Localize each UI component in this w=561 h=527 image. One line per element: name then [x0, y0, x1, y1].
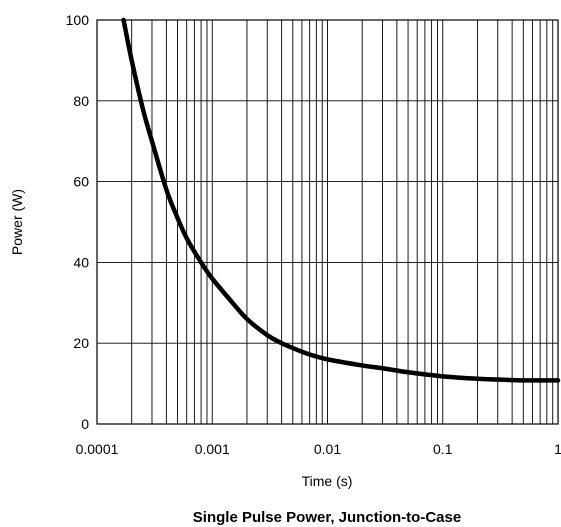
grid — [97, 20, 558, 424]
chart-title: Single Pulse Power, Junction-to-Case — [193, 509, 461, 526]
y-axis-label: Power (W) — [9, 189, 25, 255]
y-tick-label: 20 — [73, 335, 89, 351]
y-tick-label: 100 — [66, 12, 90, 28]
power-curve-line — [121, 17, 561, 383]
x-tick-label: 0.01 — [314, 441, 341, 457]
x-tick-label: 1 — [554, 441, 561, 457]
y-tick-labels: 0 20 40 60 80 100 — [66, 12, 90, 432]
x-tick-label: 0.001 — [195, 441, 230, 457]
y-tick-label: 40 — [73, 254, 89, 270]
x-tick-label: 0.1 — [433, 441, 453, 457]
x-tick-labels: 0.0001 0.001 0.01 0.1 1 — [76, 441, 561, 457]
x-axis-label: Time (s) — [302, 473, 353, 489]
series-layer — [121, 17, 561, 383]
y-tick-label: 80 — [73, 93, 89, 109]
y-tick-label: 60 — [73, 174, 89, 190]
y-tick-label: 0 — [81, 416, 89, 432]
x-tick-label: 0.0001 — [76, 441, 119, 457]
plot-frame — [96, 19, 559, 425]
